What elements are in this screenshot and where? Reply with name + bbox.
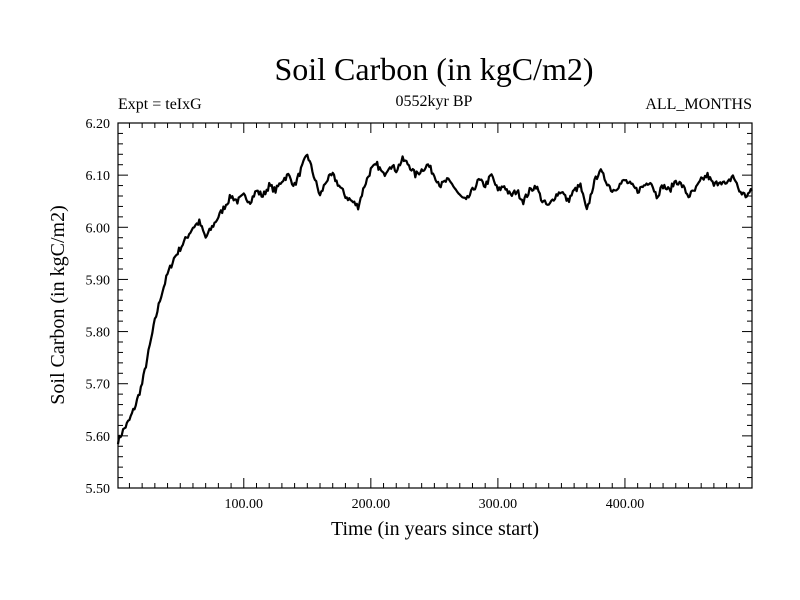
expt-label: Expt = teIxG	[118, 96, 202, 113]
x-tick-labels: 100.00 200.00 300.00 400.00	[225, 497, 645, 512]
y-tick-label: 6.10	[86, 169, 111, 184]
y-tick-labels: 5.50 5.60 5.70 5.80 5.90 6.00 6.10 6.20	[86, 117, 111, 497]
y-tick-label: 5.90	[86, 273, 111, 288]
y-tick-label: 5.70	[86, 378, 111, 393]
y-tick-label: 6.20	[86, 117, 111, 132]
plot-frame	[117, 122, 753, 489]
y-tick-label: 5.80	[86, 326, 111, 341]
x-tick-label: 100.00	[225, 497, 264, 512]
y-axis-label: Soil Carbon (in kgC/m2)	[47, 205, 69, 404]
y-tick-label: 5.60	[86, 430, 111, 445]
x-tick-label: 400.00	[606, 497, 645, 512]
x-axis-label: Time (in years since start)	[331, 518, 539, 540]
chart-title: Soil Carbon (in kgC/m2)	[274, 51, 593, 87]
x-tick-label: 200.00	[352, 497, 391, 512]
y-tick-label: 5.50	[86, 482, 111, 497]
months-label: ALL_MONTHS	[645, 96, 752, 113]
y-tick-label: 6.00	[86, 221, 111, 236]
period-label: 0552kyr BP	[396, 93, 473, 110]
series-line	[116, 153, 753, 445]
axis-ticks	[118, 122, 752, 489]
x-tick-label: 300.00	[479, 497, 518, 512]
